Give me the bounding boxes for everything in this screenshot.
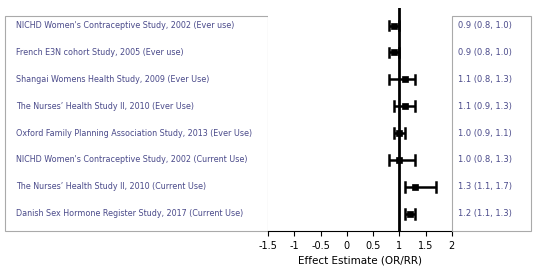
Text: 1.1 (0.8, 1.3): 1.1 (0.8, 1.3) xyxy=(458,75,512,84)
Text: 1.0 (0.8, 1.3): 1.0 (0.8, 1.3) xyxy=(458,156,512,165)
Text: Shangai Womens Health Study, 2009 (Ever Use): Shangai Womens Health Study, 2009 (Ever … xyxy=(16,75,209,84)
Text: 1.0 (0.9, 1.1): 1.0 (0.9, 1.1) xyxy=(458,129,512,138)
Text: 0.9 (0.8, 1.0): 0.9 (0.8, 1.0) xyxy=(458,21,512,30)
Text: The Nurses’ Health Study II, 2010 (Current Use): The Nurses’ Health Study II, 2010 (Curre… xyxy=(16,182,206,191)
X-axis label: Effect Estimate (OR/RR): Effect Estimate (OR/RR) xyxy=(298,255,422,265)
Text: 1.1 (0.9, 1.3): 1.1 (0.9, 1.3) xyxy=(458,102,512,111)
Text: 1.3 (1.1, 1.7): 1.3 (1.1, 1.7) xyxy=(458,182,512,191)
Text: 0.9 (0.8, 1.0): 0.9 (0.8, 1.0) xyxy=(458,48,512,57)
Text: NICHD Women's Contraceptive Study, 2002 (Ever use): NICHD Women's Contraceptive Study, 2002 … xyxy=(16,21,234,30)
Text: 1.2 (1.1, 1.3): 1.2 (1.1, 1.3) xyxy=(458,209,512,218)
Text: NICHD Women's Contraceptive Study, 2002 (Current Use): NICHD Women's Contraceptive Study, 2002 … xyxy=(16,156,248,165)
Text: Oxford Family Planning Association Study, 2013 (Ever Use): Oxford Family Planning Association Study… xyxy=(16,129,252,138)
Text: The Nurses’ Health Study II, 2010 (Ever Use): The Nurses’ Health Study II, 2010 (Ever … xyxy=(16,102,194,111)
Text: Danish Sex Hormone Register Study, 2017 (Current Use): Danish Sex Hormone Register Study, 2017 … xyxy=(16,209,243,218)
Text: French E3N cohort Study, 2005 (Ever use): French E3N cohort Study, 2005 (Ever use) xyxy=(16,48,183,57)
